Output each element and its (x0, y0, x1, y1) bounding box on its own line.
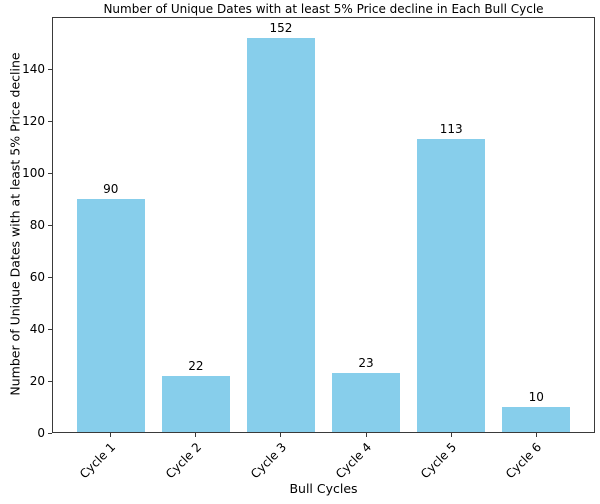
x-tick-label-cycle-3: Cycle 3 (247, 440, 289, 482)
bar-value-label-cycle-4: 23 (358, 356, 374, 371)
y-tick-label-60: 60 (29, 270, 45, 284)
bar-cycle-2 (161, 375, 230, 432)
chart-title: Number of Unique Dates with at least 5% … (103, 2, 544, 16)
bar-cycle-3 (246, 37, 315, 432)
bar-cycle-1 (76, 199, 145, 432)
x-tick-label-cycle-6: Cycle 6 (502, 440, 545, 482)
bar-value-label-cycle-2: 22 (188, 358, 204, 373)
x-tick-cycle-3 (280, 433, 282, 437)
y-tick-label-40: 40 (29, 322, 45, 336)
y-tick-label-80: 80 (29, 218, 45, 232)
x-tick-cycle-2 (195, 433, 197, 437)
bar-value-label-cycle-5: 113 (439, 122, 463, 137)
x-tick-label-cycle-4: Cycle 4 (332, 440, 374, 482)
y-tick-label-120: 120 (22, 114, 45, 128)
bar-cycle-6 (502, 407, 571, 432)
y-tick-label-0: 0 (37, 426, 45, 440)
y-tick-40 (48, 328, 52, 330)
y-tick-100 (48, 172, 52, 174)
y-tick-120 (48, 120, 52, 122)
x-tick-cycle-5 (450, 433, 452, 437)
y-tick-0 (48, 432, 52, 434)
bar-cycle-5 (417, 139, 486, 432)
y-tick-80 (48, 224, 52, 226)
x-tick-cycle-6 (535, 433, 537, 437)
y-tick-20 (48, 380, 52, 382)
x-tick-label-cycle-2: Cycle 2 (162, 440, 204, 482)
bar-cycle-4 (332, 373, 401, 432)
x-tick-cycle-4 (365, 433, 367, 437)
x-tick-label-cycle-5: Cycle 5 (417, 440, 460, 482)
y-tick-label-140: 140 (22, 62, 45, 76)
x-tick-cycle-1 (110, 433, 112, 437)
y-tick-label-100: 100 (22, 166, 45, 180)
x-tick-label-cycle-1: Cycle 1 (77, 440, 119, 482)
y-tick-140 (48, 68, 52, 70)
y-tick-60 (48, 276, 52, 278)
bar-value-label-cycle-3: 152 (269, 20, 293, 35)
bar-value-label-cycle-6: 10 (528, 390, 544, 404)
bar-value-label-cycle-1: 90 (103, 182, 119, 196)
y-tick-label-20: 20 (29, 374, 45, 388)
x-axis-label: Bull Cycles (289, 481, 358, 496)
